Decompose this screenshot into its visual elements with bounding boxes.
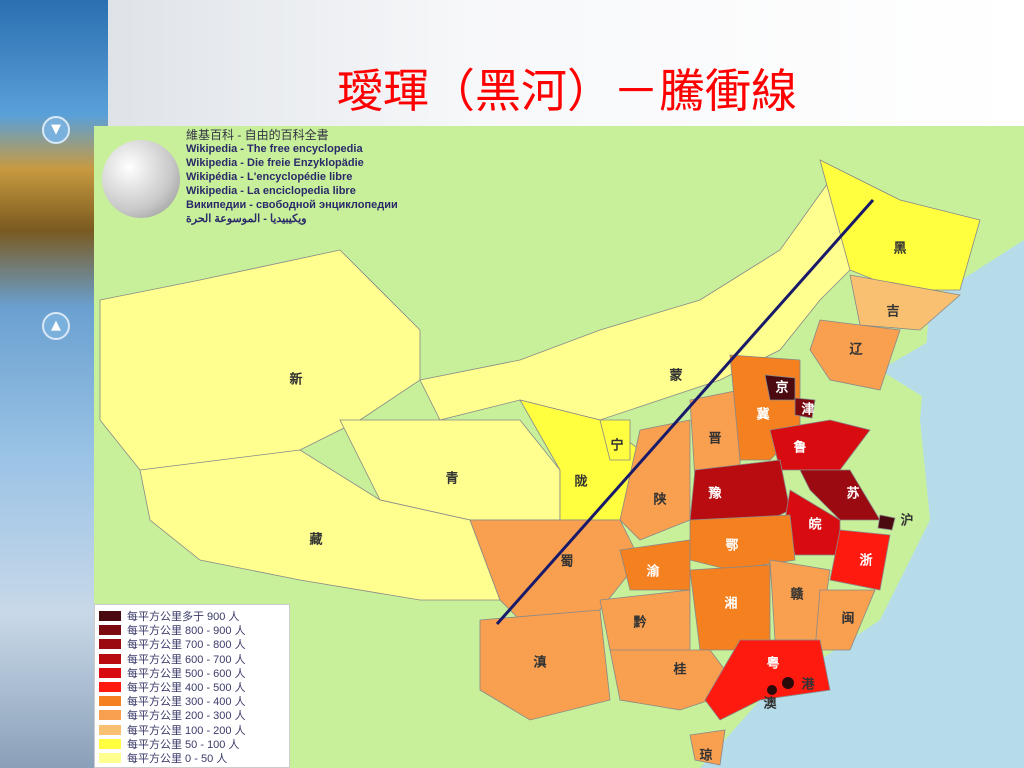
province-label: 湘 — [724, 596, 738, 612]
legend-item: 每平方公里 50 - 100 人 — [99, 737, 285, 751]
wikipedia-globe-icon — [102, 140, 180, 218]
province-label: 赣 — [790, 587, 804, 603]
province-label: 黑 — [893, 241, 907, 257]
density-legend: 每平方公里多于 900 人每平方公里 800 - 900 人每平方公里 700 … — [94, 604, 290, 768]
legend-item: 每平方公里多于 900 人 — [99, 609, 285, 623]
province-label: 鄂 — [725, 538, 739, 554]
legend-item: 每平方公里 500 - 600 人 — [99, 666, 285, 680]
province-label: 豫 — [708, 486, 722, 502]
province-label: 黔 — [633, 615, 647, 631]
legend-label: 每平方公里多于 900 人 — [127, 611, 240, 624]
province-label: 陕 — [653, 492, 667, 508]
legend-swatch — [99, 724, 121, 735]
legend-item: 每平方公里 100 - 200 人 — [99, 723, 285, 737]
province-label: 青 — [445, 471, 459, 487]
legend-item: 每平方公里 200 - 300 人 — [99, 708, 285, 722]
legend-swatch — [99, 639, 121, 650]
legend-swatch — [99, 696, 121, 707]
wiki-line: Wikipédia - L'encyclopédie libre — [186, 171, 353, 183]
legend-swatch — [99, 653, 121, 664]
legend-item: 每平方公里 300 - 400 人 — [99, 694, 285, 708]
province-label: 苏 — [846, 486, 860, 502]
aihui-tengchong-line — [495, 199, 875, 625]
title-band — [108, 0, 1024, 126]
province-label: 新 — [289, 372, 303, 388]
legend-label: 每平方公里 400 - 500 人 — [127, 682, 246, 695]
province-label: 港 — [801, 677, 815, 693]
legend-item: 每平方公里 700 - 800 人 — [99, 637, 285, 651]
legend-item: 每平方公里 0 - 50 人 — [99, 751, 285, 765]
legend-label: 每平方公里 600 - 700 人 — [127, 653, 246, 666]
province-label: 鲁 — [793, 440, 807, 456]
province-label: 宁 — [610, 438, 624, 454]
province-label: 琼 — [699, 748, 713, 764]
legend-swatch — [99, 625, 121, 636]
province-label: 陇 — [574, 474, 588, 490]
slide-decoration-strip: ▼ ▲ — [0, 0, 108, 768]
legend-item: 每平方公里 600 - 700 人 — [99, 652, 285, 666]
slide-title: 璦琿（黑河）－騰衝線 — [337, 64, 797, 118]
legend-label: 每平方公里 300 - 400 人 — [127, 696, 246, 709]
province-label: 京 — [775, 380, 789, 396]
legend-swatch — [99, 752, 121, 763]
province-label: 桂 — [673, 662, 687, 678]
province-label: 闽 — [841, 611, 855, 627]
province-label: 蒙 — [669, 368, 683, 384]
province-label: 粤 — [766, 656, 780, 672]
legend-label: 每平方公里 50 - 100 人 — [127, 738, 240, 751]
china-population-density-map: 黑吉辽蒙 新京津 冀晋 宁 鲁青 陇豫 苏 陕沪 皖藏蜀 鄂浙渝湘 赣闽 黔滇 桂 粤港澳琼 維基百科 -… — [94, 126, 1024, 768]
wiki-line: ويكيبيديا - الموسوعة الحرة — [186, 213, 307, 225]
province-label: 藏 — [309, 532, 323, 548]
province-label: 晋 — [708, 431, 722, 447]
province-label: 滇 — [533, 655, 547, 671]
legend-swatch — [99, 667, 121, 678]
legend-swatch — [99, 611, 121, 622]
legend-label: 每平方公里 700 - 800 人 — [127, 639, 246, 652]
wiki-line: Wikipedia - The free encyclopedia — [186, 143, 363, 155]
province-label: 皖 — [808, 517, 822, 533]
wiki-line: Википедии - свободной энциклопедии — [186, 199, 398, 211]
legend-label: 每平方公里 0 - 50 人 — [127, 752, 228, 765]
legend-swatch — [99, 682, 121, 693]
province-label: 吉 — [886, 304, 900, 320]
wiki-line: Wikipedia - Die freie Enzyklopädie — [186, 157, 364, 169]
legend-label: 每平方公里 100 - 200 人 — [127, 724, 246, 737]
province-label: 冀 — [756, 407, 770, 423]
province-label: 澳 — [763, 696, 777, 712]
legend-label: 每平方公里 800 - 900 人 — [127, 625, 246, 638]
legend-item: 每平方公里 800 - 900 人 — [99, 623, 285, 637]
legend-swatch — [99, 710, 121, 721]
province-label: 渝 — [646, 564, 660, 580]
province-label: 辽 — [849, 342, 863, 358]
legend-item: 每平方公里 400 - 500 人 — [99, 680, 285, 694]
legend-label: 每平方公里 200 - 300 人 — [127, 710, 246, 723]
wiki-line: Wikipedia - La enciclopedia libre — [186, 185, 356, 197]
wikipedia-logo: 維基百科 - 自由的百科全書 Wikipedia - The free ency… — [94, 126, 464, 231]
legend-swatch — [99, 738, 121, 749]
province-label: 蜀 — [560, 554, 574, 570]
up-arrow-icon: ▲ — [42, 312, 70, 340]
legend-label: 每平方公里 500 - 600 人 — [127, 667, 246, 680]
province-label: 沪 — [900, 513, 914, 529]
province-label: 浙 — [859, 553, 873, 569]
wiki-line: 維基百科 - 自由的百科全書 — [186, 128, 329, 142]
down-arrow-icon: ▼ — [42, 116, 70, 144]
province-label: 津 — [801, 402, 815, 418]
